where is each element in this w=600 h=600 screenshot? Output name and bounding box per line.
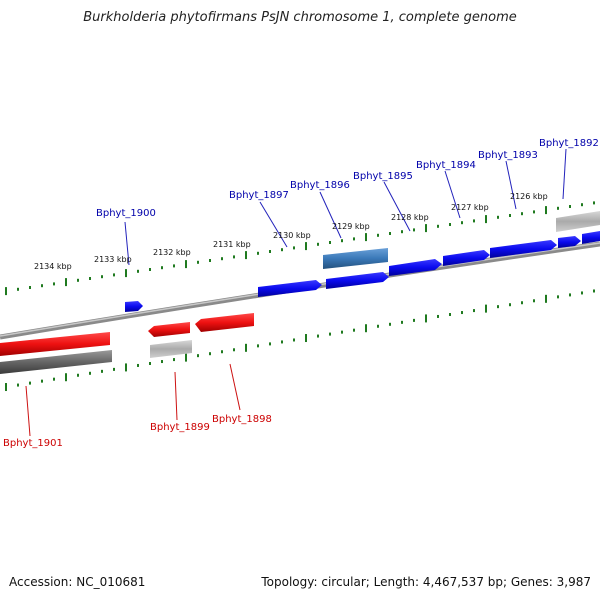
gene-label-bphyt-1899[interactable]: Bphyt_1899 (150, 422, 210, 433)
gene-bphyt-1901-arrow[interactable] (0, 332, 110, 356)
pseudo-feature-upper[interactable] (556, 211, 600, 232)
forward-gene-labels: Bphyt_1900 Bphyt_1897 Bphyt_1896 Bphyt_1… (96, 138, 599, 219)
gene-bphyt-1894-arrow[interactable] (443, 250, 490, 266)
gene-bphyt-1900-arrow[interactable] (125, 301, 143, 312)
gene-label-bphyt-1894[interactable]: Bphyt_1894 (416, 160, 476, 171)
gene-label-bphyt-1897[interactable]: Bphyt_1897 (229, 190, 289, 201)
scale-label: 2133 kbp (94, 255, 132, 264)
gene-bphyt-1896-arrow[interactable] (326, 272, 389, 289)
gene-label-bphyt-1901[interactable]: Bphyt_1901 (3, 438, 63, 449)
gene-label-bphyt-1892[interactable]: Bphyt_1892 (539, 138, 599, 149)
scale-label: 2126 kbp (510, 192, 548, 201)
gene-label-bphyt-1898[interactable]: Bphyt_1898 (212, 414, 272, 425)
gene-label-bphyt-1895[interactable]: Bphyt_1895 (353, 171, 413, 182)
scale-label: 2131 kbp (213, 240, 251, 249)
label-leaders (25, 148, 567, 437)
forward-strand-genes (125, 211, 600, 312)
reverse-gene-labels: Bphyt_1901 Bphyt_1899 Bphyt_1898 (3, 414, 272, 449)
gene-next-arrow[interactable] (582, 231, 600, 244)
scale-label: 2130 kbp (273, 231, 311, 240)
pseudo-feature-lower[interactable] (150, 340, 192, 358)
dark-feature-lower[interactable] (0, 350, 112, 374)
accession-text: Accession: NC_010681 (9, 575, 146, 589)
scale-label: 2129 kbp (332, 222, 370, 231)
reverse-tick-track (5, 289, 595, 392)
forward-tick-track (5, 201, 595, 296)
gene-bphyt-1897-arrow[interactable] (258, 280, 322, 297)
scale-label: 2128 kbp (391, 213, 429, 222)
gene-bphyt-1892-arrow[interactable] (558, 236, 581, 248)
gene-bphyt-1893-arrow[interactable] (490, 240, 557, 258)
genome-summary-text: Topology: circular; Length: 4,467,537 bp… (261, 575, 591, 589)
gene-label-bphyt-1896[interactable]: Bphyt_1896 (290, 180, 350, 191)
rna-feature-upper[interactable] (323, 248, 388, 269)
scale-labels: 2134 kbp 2133 kbp 2132 kbp 2131 kbp 2130… (34, 192, 548, 271)
gene-label-bphyt-1900[interactable]: Bphyt_1900 (96, 208, 156, 219)
gene-label-bphyt-1893[interactable]: Bphyt_1893 (478, 150, 538, 161)
gene-bphyt-1899-arrow[interactable] (148, 322, 190, 337)
map-title: Burkholderia phytofirmans PsJN chromosom… (83, 10, 517, 25)
scale-label: 2132 kbp (153, 248, 191, 257)
scale-label: 2127 kbp (451, 203, 489, 212)
gene-bphyt-1895-arrow[interactable] (389, 259, 442, 276)
gene-bphyt-1898-arrow[interactable] (195, 313, 254, 332)
scale-label: 2134 kbp (34, 262, 72, 271)
reverse-strand-genes (0, 313, 254, 374)
